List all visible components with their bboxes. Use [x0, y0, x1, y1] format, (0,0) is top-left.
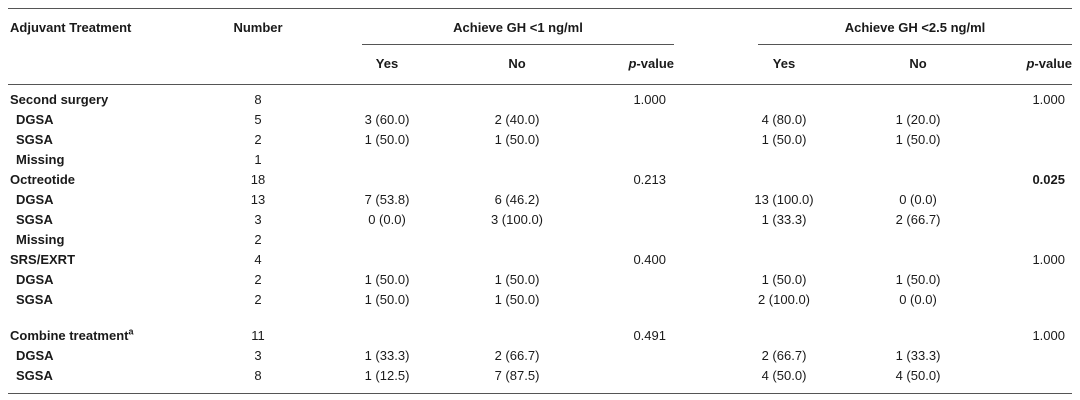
- cell-yes-gh25: 1 (50.0): [761, 132, 807, 147]
- cell-no-gh1: 1 (50.0): [494, 272, 540, 287]
- cell-pvalue-gh1: 0.491: [633, 328, 666, 343]
- cell-number: 18: [250, 172, 266, 187]
- top-rule: [8, 8, 1072, 9]
- group1-rule: [362, 44, 674, 45]
- bottom-rule: [8, 393, 1072, 394]
- cell-number: 8: [254, 92, 262, 107]
- cell-number: 13: [250, 192, 266, 207]
- cell-treatment: DGSA: [16, 192, 54, 207]
- cell-yes-gh25: 1 (50.0): [761, 272, 807, 287]
- cell-treatment: DGSA: [16, 272, 54, 287]
- header-number: Number: [233, 20, 283, 35]
- cell-number: 8: [254, 368, 262, 383]
- cell-yes-gh1: 0 (0.0): [368, 212, 406, 227]
- cell-treatment: SGSA: [16, 212, 53, 227]
- cell-yes-gh1: 3 (60.0): [364, 112, 410, 127]
- cell-number: 2: [254, 132, 262, 147]
- cell-yes-gh25: 13 (100.0): [754, 192, 814, 207]
- header-group-gh1: Achieve GH <1 ng/ml: [453, 20, 583, 35]
- cell-no-gh1: 2 (40.0): [494, 112, 540, 127]
- cell-yes-gh1: 1 (50.0): [364, 292, 410, 307]
- cell-yes-gh25: 2 (66.7): [761, 348, 807, 363]
- cell-number: 2: [254, 272, 262, 287]
- group2-rule: [758, 44, 1072, 45]
- cell-yes-gh1: 1 (33.3): [364, 348, 410, 363]
- footnote-marker: a: [128, 326, 134, 337]
- cell-yes-gh25: 4 (50.0): [761, 368, 807, 383]
- cell-no-gh25: 1 (50.0): [895, 272, 941, 287]
- cell-treatment: DGSA: [16, 348, 54, 363]
- cell-no-gh1: 6 (46.2): [494, 192, 540, 207]
- header-group-gh25: Achieve GH <2.5 ng/ml: [844, 20, 986, 35]
- cell-treatment: SRS/EXRT: [10, 252, 76, 267]
- cell-number: 5: [254, 112, 262, 127]
- header-yes-gh25: Yes: [772, 56, 796, 71]
- cell-no-gh25: 0 (0.0): [899, 292, 937, 307]
- cell-yes-gh1: 7 (53.8): [364, 192, 410, 207]
- cell-pvalue-gh1: 1.000: [633, 92, 666, 107]
- header-pvalue-gh1: p-value: [628, 56, 674, 71]
- cell-number: 2: [254, 292, 262, 307]
- cell-treatment: Second surgery: [10, 92, 109, 107]
- cell-treatment: Missing: [16, 232, 65, 247]
- cell-no-gh1: 1 (50.0): [494, 292, 540, 307]
- cell-yes-gh1: 1 (12.5): [364, 368, 410, 383]
- cell-number: 3: [254, 212, 262, 227]
- cell-yes-gh25: 1 (33.3): [761, 212, 807, 227]
- header-yes-gh1: Yes: [375, 56, 399, 71]
- cell-treatment: Octreotide: [10, 172, 76, 187]
- header-treatment: Adjuvant Treatment: [10, 20, 132, 35]
- cell-number: 2: [254, 232, 262, 247]
- header-pvalue-gh25: p-value: [1026, 56, 1072, 71]
- cell-pvalue-gh25: 1.000: [1032, 92, 1065, 107]
- header-no-gh25: No: [909, 56, 927, 71]
- cell-no-gh25: 1 (33.3): [895, 348, 941, 363]
- cell-number: 4: [254, 252, 262, 267]
- cell-no-gh1: 3 (100.0): [490, 212, 544, 227]
- cell-treatment: DGSA: [16, 112, 54, 127]
- cell-number: 3: [254, 348, 262, 363]
- cell-no-gh25: 2 (66.7): [895, 212, 941, 227]
- cell-no-gh25: 0 (0.0): [899, 192, 937, 207]
- cell-no-gh1: 7 (87.5): [494, 368, 540, 383]
- cell-pvalue-gh25: 1.000: [1032, 252, 1065, 267]
- cell-treatment: Combine treatmenta: [10, 326, 134, 343]
- cell-no-gh25: 1 (20.0): [895, 112, 941, 127]
- cell-number: 11: [251, 328, 265, 343]
- cell-yes-gh1: 1 (50.0): [364, 272, 410, 287]
- cell-number: 1: [254, 152, 262, 167]
- header-no-gh1: No: [508, 56, 526, 71]
- cell-pvalue-gh25: 0.025: [1032, 172, 1065, 187]
- cell-no-gh1: 1 (50.0): [494, 132, 540, 147]
- cell-yes-gh1: 1 (50.0): [364, 132, 410, 147]
- cell-yes-gh25: 4 (80.0): [761, 112, 807, 127]
- cell-no-gh1: 2 (66.7): [494, 348, 540, 363]
- cell-treatment: SGSA: [16, 132, 53, 147]
- cell-treatment: Missing: [16, 152, 65, 167]
- cell-pvalue-gh1: 0.213: [633, 172, 666, 187]
- cell-yes-gh25: 2 (100.0): [757, 292, 811, 307]
- cell-treatment: SGSA: [16, 292, 53, 307]
- cell-pvalue-gh25: 1.000: [1032, 328, 1065, 343]
- cell-treatment: SGSA: [16, 368, 53, 383]
- header-rule: [8, 84, 1072, 85]
- cell-no-gh25: 1 (50.0): [895, 132, 941, 147]
- cell-no-gh25: 4 (50.0): [895, 368, 941, 383]
- cell-pvalue-gh1: 0.400: [633, 252, 666, 267]
